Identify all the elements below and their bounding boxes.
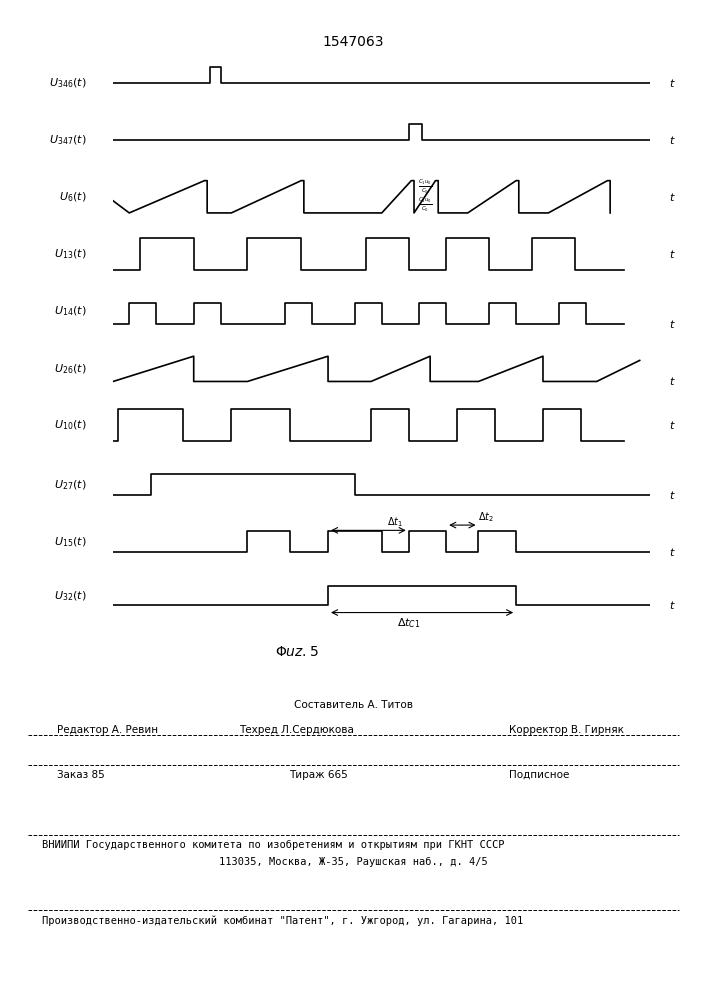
Text: Составитель А. Титов: Составитель А. Титов (294, 700, 413, 710)
Text: Корректор В. Гирняк: Корректор В. Гирняк (509, 725, 624, 735)
Text: $t$: $t$ (670, 489, 676, 501)
Text: $t$: $t$ (670, 419, 676, 431)
Text: $U_{15}(t)$: $U_{15}(t)$ (54, 535, 86, 549)
Text: ВНИИПИ Государственного комитета по изобретениям и открытиям при ГКНТ СССР: ВНИИПИ Государственного комитета по изоб… (42, 840, 505, 850)
Text: $t$: $t$ (670, 191, 676, 203)
Text: $U_{26}(t)$: $U_{26}(t)$ (54, 362, 86, 376)
Text: $\Delta t_2$: $\Delta t_2$ (479, 510, 494, 524)
Text: $U_{32}(t)$: $U_{32}(t)$ (54, 589, 86, 603)
Text: $\Delta t_{C1}$: $\Delta t_{C1}$ (397, 616, 421, 630)
Text: $U_6(t)$: $U_6(t)$ (59, 190, 86, 204)
Text: $U_{14}(t)$: $U_{14}(t)$ (54, 304, 86, 318)
Text: $\Phi u z. 5$: $\Phi u z. 5$ (275, 645, 319, 659)
Text: $U_{347}(t)$: $U_{347}(t)$ (49, 133, 86, 147)
Text: $t$: $t$ (670, 599, 676, 611)
Text: Подписное: Подписное (509, 770, 569, 780)
Text: 1547063: 1547063 (323, 35, 384, 49)
Text: $U_{346}(t)$: $U_{346}(t)$ (49, 76, 86, 90)
Text: Техред Л.Сердюкова: Техред Л.Сердюкова (240, 725, 354, 735)
Text: 113035, Москва, Ж-35, Раушская наб., д. 4/5: 113035, Москва, Ж-35, Раушская наб., д. … (219, 857, 488, 867)
Text: Редактор А. Ревин: Редактор А. Ревин (57, 725, 158, 735)
Text: $U_{10}(t)$: $U_{10}(t)$ (54, 418, 86, 432)
Text: $\Delta t_1$: $\Delta t_1$ (387, 515, 403, 529)
Text: Производственно-издательский комбинат "Патент", г. Ужгород, ул. Гагарина, 101: Производственно-издательский комбинат "П… (42, 915, 524, 926)
Text: $t$: $t$ (670, 375, 676, 387)
Text: $t$: $t$ (670, 77, 676, 89)
Text: $\frac{C_1 u_0}{C_0}$: $\frac{C_1 u_0}{C_0}$ (418, 178, 432, 196)
Text: $t$: $t$ (670, 318, 676, 330)
Text: $t$: $t$ (670, 546, 676, 558)
Text: Заказ 85: Заказ 85 (57, 770, 105, 780)
Text: $\frac{C_1 u_0}{C_0}$: $\frac{C_1 u_0}{C_0}$ (418, 196, 432, 214)
Text: Тираж 665: Тираж 665 (288, 770, 348, 780)
Text: $t$: $t$ (670, 248, 676, 260)
Text: $U_{13}(t)$: $U_{13}(t)$ (54, 247, 86, 261)
Text: $t$: $t$ (670, 134, 676, 146)
Text: $U_{27}(t)$: $U_{27}(t)$ (54, 478, 86, 492)
